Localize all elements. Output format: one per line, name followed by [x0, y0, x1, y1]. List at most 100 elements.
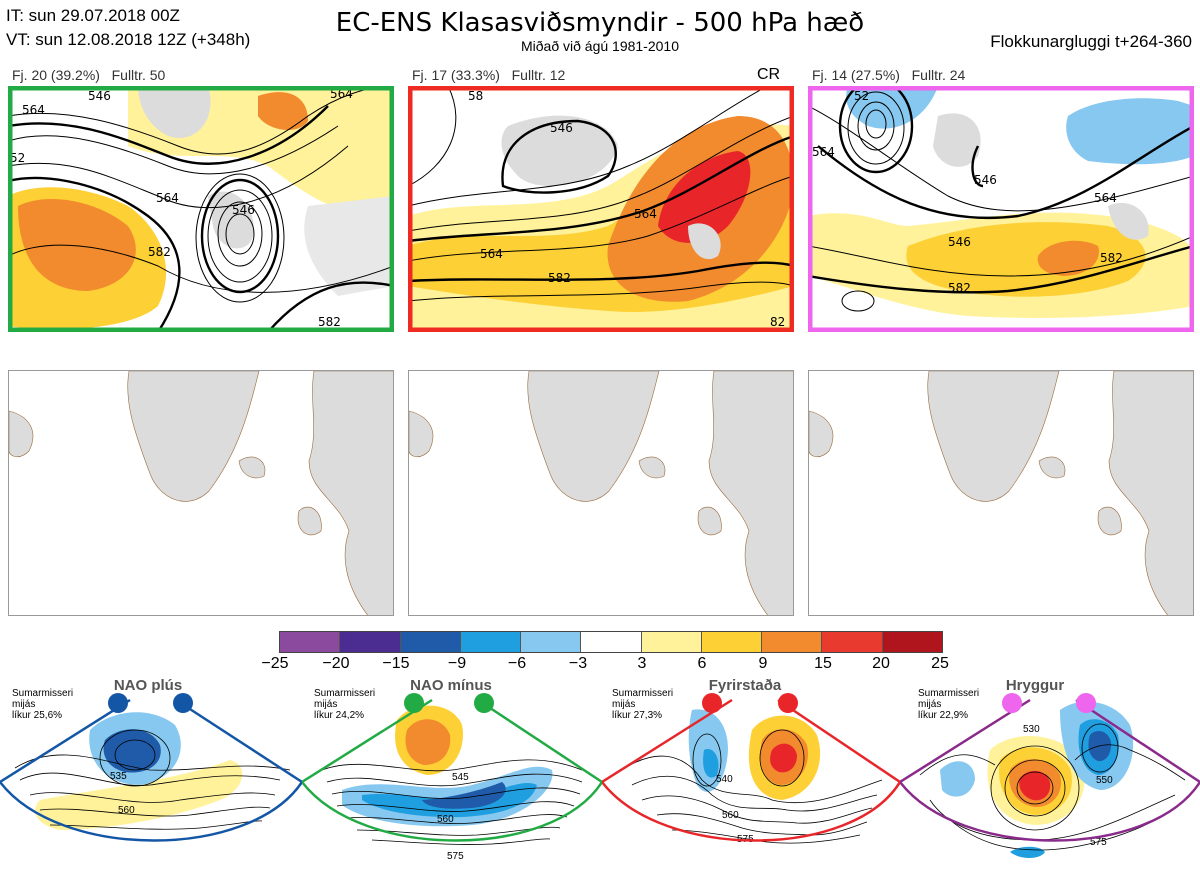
c1-contour-label: 546	[232, 203, 255, 217]
cluster-2-map: 546 564 564 582 58 82	[408, 86, 794, 332]
c3-contour-label: 546	[948, 235, 971, 249]
initial-time: IT: sun 29.07.2018 00Z	[6, 6, 180, 25]
cluster-1-label: Fj. 20 (39.2%) Fulltr. 50	[12, 67, 165, 83]
colorbar-tick: −20	[322, 655, 350, 672]
colorbar-tick: −3	[568, 655, 588, 672]
c2-contour-label: 582	[548, 271, 571, 285]
c3-contour-label: 564	[812, 145, 835, 159]
colorbar-swatch	[701, 632, 763, 652]
c2-contour-label: 58	[468, 89, 483, 103]
regime-1-label: 535	[110, 771, 127, 782]
member-map-2	[408, 370, 794, 616]
colorbar-tick-labels: −25 −20 −15 −9 −6 −3 3 6 9 15 20 25	[260, 655, 960, 675]
regime-2-metric: mijás	[314, 699, 338, 710]
page-title: EC-ENS Klasasviðsmyndir - 500 hPa hæð	[335, 8, 865, 38]
regime-2-info: Sumarmisseri mijás líkur 24,2%	[314, 688, 375, 721]
cluster-2-size: Fj. 17 (33.3%)	[412, 67, 500, 83]
colorbar-swatch	[581, 632, 642, 652]
regime-4-season: Sumarmisseri	[918, 688, 980, 699]
colorbar-tick: 15	[814, 655, 832, 672]
colorbar-swatch	[882, 632, 942, 652]
regime-3-metric: mijás	[612, 699, 636, 710]
c2-contour-label: 564	[634, 207, 657, 221]
c3-contour-label: 52	[854, 89, 869, 103]
c3-contour-label: 546	[974, 173, 997, 187]
c2-contour-label: 546	[550, 121, 573, 135]
regime-2-dot	[404, 693, 424, 713]
regime-4-label: 550	[1096, 775, 1113, 786]
c1-contour-label: 564	[156, 191, 179, 205]
cluster-1-map: 564 546 564 582 582 564 546 52	[8, 86, 394, 332]
cluster-2-cr-marker: CR	[757, 66, 781, 83]
regime-4-likelihood: líkur 22,9%	[918, 710, 969, 721]
regime-4-dot	[1002, 693, 1022, 713]
regime-4-metric: mijás	[918, 699, 942, 710]
colorbar-swatch	[521, 632, 582, 652]
regime-3-dot	[702, 693, 722, 713]
c1-contour-label: 582	[318, 315, 341, 329]
header-info: IT: sun 29.07.2018 00Z VT: sun 12.08.201…	[6, 4, 250, 52]
regime-3-title: Fyrirstaða	[708, 677, 782, 694]
valid-time: VT: sun 12.08.2018 12Z (+348h)	[6, 30, 251, 49]
member-map-3	[808, 370, 1194, 616]
regime-3-label: 560	[722, 810, 739, 821]
regime-1-map: 535 560	[0, 690, 304, 871]
cluster-1-frame	[8, 86, 394, 332]
regime-4-dot	[1076, 693, 1096, 713]
c1-contour-label: 52	[10, 151, 25, 165]
colorbar-tick: −15	[382, 655, 410, 672]
colorbar-swatch	[460, 632, 522, 652]
cluster-3-map: 52 564 546 564 546 582 582	[808, 86, 1194, 332]
regime-2-likelihood: líkur 24,2%	[314, 710, 365, 721]
colorbar-tick: 9	[758, 655, 768, 672]
c1-contour-label: 564	[22, 103, 45, 117]
cluster-1-size: Fj. 20 (39.2%)	[12, 67, 100, 83]
regime-3-info: Sumarmisseri mijás líkur 27,3%	[612, 688, 673, 721]
colorbar-swatch	[641, 632, 702, 652]
regime-4-map: 530 550 575	[899, 690, 1200, 871]
colorbar-tick: 20	[872, 655, 890, 672]
regime-1-title: NAO plús	[113, 677, 183, 694]
regime-2-label: 545	[452, 772, 469, 783]
regime-2-label: 560	[437, 814, 454, 825]
regime-3-likelihood: líkur 27,3%	[612, 710, 663, 721]
c3-contour-label: 582	[1100, 251, 1123, 265]
regime-2-dot	[474, 693, 494, 713]
colorbar-tick: −9	[447, 655, 467, 672]
regime-4-info: Sumarmisseri mijás líkur 22,9%	[918, 688, 979, 721]
regime-3-map: 540 560 575	[601, 690, 902, 871]
anomaly-colorbar	[279, 631, 943, 653]
regime-2-label: 575	[447, 851, 464, 862]
regime-4-label: 575	[1090, 837, 1107, 848]
cluster-2-frame	[408, 86, 794, 332]
colorbar-tick: −25	[261, 655, 289, 672]
regime-1-dot	[173, 693, 193, 713]
c1-contour-label: 582	[148, 245, 171, 259]
page-subtitle: Miðað við ágú 1981-2010	[520, 38, 679, 54]
colorbar-swatch	[280, 632, 341, 652]
regime-2-title: NAO mínus	[410, 677, 492, 694]
regime-3-dot	[778, 693, 798, 713]
regime-4-label: 530	[1023, 724, 1040, 735]
regime-1-dot	[108, 693, 128, 713]
regime-1-info: Sumarmisseri mijás líkur 25,6%	[12, 688, 73, 721]
regime-1-likelihood: líkur 25,6%	[12, 710, 63, 721]
cluster-2-label: Fj. 17 (33.3%) Fulltr. 12	[412, 67, 565, 83]
c3-contour-label: 564	[1094, 191, 1117, 205]
regime-3-label: 540	[716, 774, 733, 785]
c3-contour-label: 582	[948, 281, 971, 295]
regime-3-season: Sumarmisseri	[612, 688, 674, 699]
regime-1-metric: mijás	[12, 699, 36, 710]
cluster-3-label: Fj. 14 (27.5%) Fulltr. 24	[812, 67, 965, 83]
regime-2-map: 545 560 575	[301, 690, 604, 871]
colorbar-swatch	[822, 632, 883, 652]
cluster-3-frame	[808, 86, 1194, 332]
colorbar-swatch	[762, 632, 823, 652]
cluster-3-representative: Fulltr. 24	[911, 67, 966, 83]
regime-1-season: Sumarmisseri	[12, 688, 74, 699]
regime-1-label: 560	[118, 805, 135, 816]
regime-4-title: Hryggur	[1005, 677, 1065, 694]
c1-contour-label: 546	[88, 89, 111, 103]
classification-window: Flokkunargluggi t+264-360	[990, 32, 1192, 51]
cluster-1-representative: Fulltr. 50	[111, 67, 166, 83]
